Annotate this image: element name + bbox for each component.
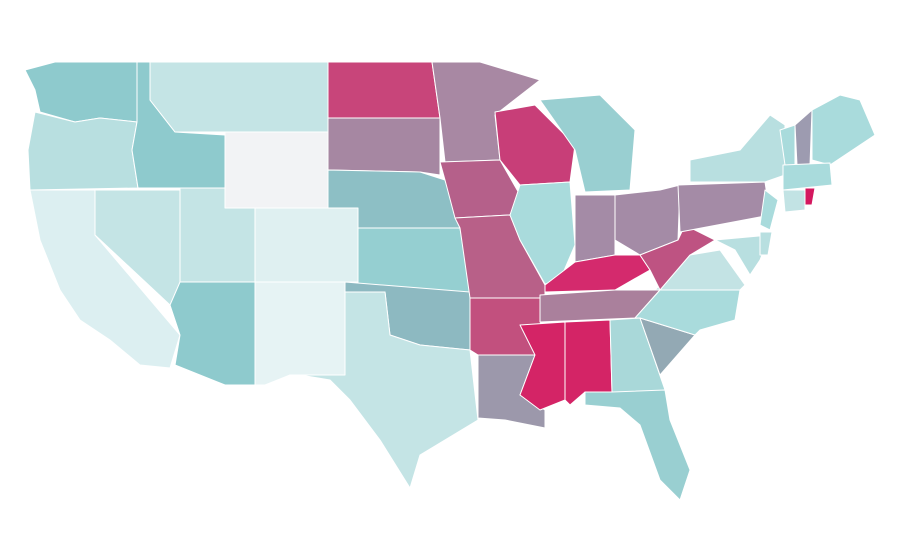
state [327,117,441,176]
state [811,94,876,166]
state [689,114,786,183]
state [149,61,329,133]
state [794,109,813,166]
state [169,281,256,386]
state [254,207,359,283]
state [584,389,691,501]
state [677,181,771,233]
state [804,187,816,206]
state [27,111,139,191]
state [254,281,346,386]
state [327,61,441,119]
state [357,227,471,293]
state [539,94,636,193]
state [759,231,773,256]
state [24,61,138,123]
state [289,291,479,489]
state [759,189,779,231]
state [574,194,616,263]
state [782,162,833,191]
state [782,189,806,213]
state [639,224,716,291]
state [224,131,329,209]
